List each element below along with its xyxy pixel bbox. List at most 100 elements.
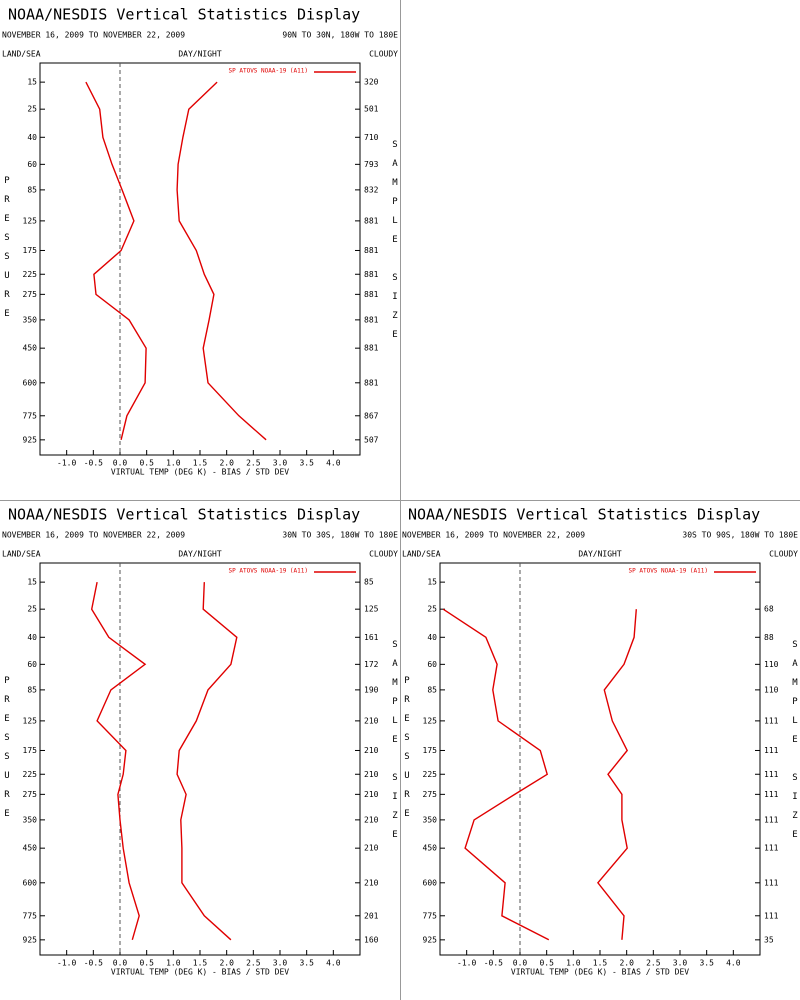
sample-size: 125 — [364, 605, 379, 614]
legend-label: SP ATOVS NOAA-19 (A11) — [229, 568, 308, 575]
x-axis-label: VIRTUAL TEMP (DEG K) - BIAS / STD DEV — [111, 468, 289, 477]
y-tick-label: 40 — [427, 633, 437, 642]
y-tick-label: 600 — [23, 878, 38, 887]
plot-frame — [39, 62, 361, 456]
plot-frame — [39, 562, 361, 956]
subtitle: NOVEMBER 16, 2009 TO NOVEMBER 22, 2009 — [2, 31, 185, 40]
data-line — [442, 608, 550, 941]
data-line — [85, 81, 147, 440]
sample-size: 210 — [364, 844, 379, 853]
x-tick-label: 1.0 — [166, 459, 181, 468]
region: 30N TO 30S, 180W TO 180E — [282, 531, 398, 540]
y-tick-label: 85 — [27, 685, 37, 694]
x-tick-label: -1.0 — [57, 459, 76, 468]
x-tick-label: 3.5 — [699, 959, 714, 968]
sample-size: 111 — [764, 911, 779, 920]
x-axis-label: VIRTUAL TEMP (DEG K) - BIAS / STD DEV — [111, 968, 289, 977]
y-axis-label: PRESSURE — [2, 676, 12, 828]
legend-label: SP ATOVS NOAA-19 (A11) — [629, 568, 708, 575]
x-tick-label: -1.0 — [457, 959, 476, 968]
x-tick-label: 2.0 — [219, 459, 234, 468]
y-tick-label: 25 — [27, 605, 37, 614]
sample-size: 111 — [764, 815, 779, 824]
x-tick-label: 0.5 — [139, 959, 154, 968]
sample-size: 793 — [364, 160, 379, 169]
sample-size: 88 — [764, 633, 774, 642]
x-tick-label: 3.0 — [273, 959, 288, 968]
y-tick-label: 15 — [27, 578, 37, 587]
y2-axis-label: SAMPLE SIZE — [390, 140, 400, 349]
cloudy-label: CLOUDY — [369, 550, 398, 559]
y-axis-label: PRESSURE — [402, 676, 412, 828]
x-tick-label: 4.0 — [726, 959, 741, 968]
sample-size: 111 — [764, 716, 779, 725]
y-tick-label: 775 — [423, 911, 438, 920]
x-tick-label: 0.0 — [513, 959, 528, 968]
sample-size: 867 — [364, 411, 379, 420]
sample-size: 110 — [764, 685, 779, 694]
sample-size: 881 — [364, 344, 379, 353]
y-tick-label: 450 — [423, 844, 438, 853]
y-tick-label: 60 — [27, 660, 37, 669]
x-tick-label: 1.5 — [593, 959, 608, 968]
y-tick-label: 125 — [23, 216, 38, 225]
y-tick-label: 350 — [23, 315, 38, 324]
y-tick-label: 25 — [427, 605, 437, 614]
x-tick-label: 0.5 — [539, 959, 554, 968]
data-line — [176, 81, 267, 441]
sample-size: 881 — [364, 315, 379, 324]
y2-axis-label: SAMPLE SIZE — [790, 640, 800, 849]
sample-size: 210 — [364, 746, 379, 755]
x-tick-label: 2.0 — [219, 959, 234, 968]
sample-size: 111 — [764, 878, 779, 887]
x-axis-label: VIRTUAL TEMP (DEG K) - BIAS / STD DEV — [511, 968, 689, 977]
y-tick-label: 175 — [423, 746, 438, 755]
x-tick-label: 3.5 — [299, 459, 314, 468]
y-tick-label: 175 — [23, 746, 38, 755]
sample-size: 881 — [364, 378, 379, 387]
sample-size: 111 — [764, 770, 779, 779]
sample-size: 35 — [764, 935, 774, 944]
sample-size: 190 — [364, 685, 379, 694]
y-tick-label: 275 — [23, 790, 38, 799]
sample-size: 111 — [764, 790, 779, 799]
data-line — [596, 609, 637, 940]
x-tick-label: 2.5 — [646, 959, 661, 968]
y-tick-label: 25 — [27, 105, 37, 114]
chart: NOAA/NESDIS Vertical Statistics Display N… — [402, 506, 798, 977]
day-night-label: DAY/NIGHT — [178, 50, 222, 59]
y-tick-label: 450 — [23, 344, 38, 353]
cloudy-label: CLOUDY — [769, 550, 798, 559]
sample-size: 507 — [364, 435, 379, 444]
y2-axis-label: SAMPLE SIZE — [390, 640, 400, 849]
subtitle: NOVEMBER 16, 2009 TO NOVEMBER 22, 2009 — [2, 531, 185, 540]
land-sea-label: LAND/SEA — [402, 550, 441, 559]
x-tick-label: 2.0 — [619, 959, 634, 968]
chart-panel: NOAA/NESDIS Vertical Statistics Display N… — [0, 500, 400, 1000]
sample-size: 501 — [364, 105, 379, 114]
sample-size: 881 — [364, 246, 379, 255]
day-night-label: DAY/NIGHT — [578, 550, 622, 559]
sample-size: 881 — [364, 270, 379, 279]
x-tick-label: -0.5 — [84, 959, 103, 968]
y-tick-label: 925 — [23, 435, 38, 444]
sample-size: 710 — [364, 133, 379, 142]
land-sea-label: LAND/SEA — [2, 550, 41, 559]
y-tick-label: 600 — [23, 378, 38, 387]
y-tick-label: 125 — [423, 716, 438, 725]
sample-size: 110 — [764, 660, 779, 669]
y-axis-label: PRESSURE — [2, 176, 12, 328]
sample-size: 881 — [364, 290, 379, 299]
chart: NOAA/NESDIS Vertical Statistics Display N… — [2, 6, 398, 477]
day-night-label: DAY/NIGHT — [178, 550, 222, 559]
y-tick-label: 275 — [23, 290, 38, 299]
sample-size: 111 — [764, 746, 779, 755]
x-tick-label: 2.5 — [246, 459, 261, 468]
x-tick-label: 3.0 — [273, 459, 288, 468]
y-tick-label: 450 — [23, 844, 38, 853]
chart-title: NOAA/NESDIS Vertical Statistics Display — [8, 6, 360, 24]
sample-size: 832 — [364, 185, 379, 194]
x-tick-label: 0.0 — [113, 459, 128, 468]
sample-size: 85 — [364, 578, 374, 587]
y-tick-label: 925 — [423, 935, 438, 944]
